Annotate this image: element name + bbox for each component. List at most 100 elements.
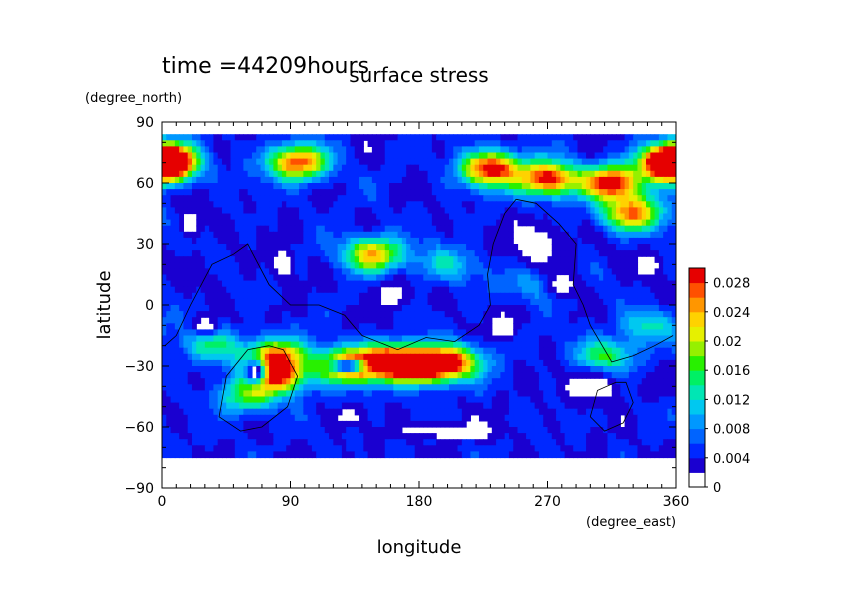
field-cell (646, 280, 651, 288)
field-cell (474, 244, 480, 251)
field-cell (397, 390, 403, 398)
field-cell (556, 152, 561, 160)
field-cell (534, 170, 540, 178)
field-cell (427, 305, 433, 312)
field-cell (581, 183, 587, 190)
field-cell (316, 280, 322, 288)
field-cell (521, 359, 527, 367)
field-cell (517, 268, 523, 276)
field-cell (329, 158, 334, 166)
field-cell (611, 323, 617, 330)
field-cell (551, 378, 557, 385)
field-cell (504, 201, 510, 208)
field-cell (324, 280, 330, 288)
field-cell (620, 164, 626, 172)
field-cell (603, 195, 609, 202)
field-cell (200, 250, 206, 257)
field-cell (316, 329, 322, 337)
field-cell (491, 384, 497, 391)
field-cell (521, 146, 527, 154)
field-cell (483, 256, 489, 263)
field-cell (427, 372, 433, 379)
field-cell (341, 390, 347, 398)
field-cell (367, 176, 373, 184)
field-cell (534, 353, 540, 361)
field-cell (307, 280, 313, 288)
field-cell (624, 237, 630, 245)
field-cell (397, 341, 403, 349)
field-cell (324, 183, 330, 190)
field-cell (290, 341, 296, 349)
field-cell (517, 164, 523, 172)
field-cell (393, 164, 399, 172)
field-cell (166, 231, 172, 239)
field-cell (299, 262, 304, 269)
field-cell (586, 152, 591, 160)
field-cell (191, 292, 197, 300)
field-cell (320, 262, 326, 269)
field-cell (281, 366, 287, 373)
field-cell (547, 146, 553, 154)
field-cell (611, 183, 617, 190)
field-cell (466, 134, 471, 141)
field-cell (346, 305, 352, 312)
field-cell (269, 305, 274, 312)
field-cell (393, 359, 399, 367)
field-cell (179, 372, 185, 379)
field-cell (423, 262, 429, 269)
field-cell (290, 195, 296, 202)
field-cell (611, 384, 617, 391)
field-cell (654, 176, 660, 184)
field-cell (393, 146, 399, 154)
field-cell (543, 268, 549, 276)
field-cell (213, 298, 219, 306)
field-cell (586, 176, 591, 184)
field-cell (487, 146, 493, 154)
field-cell (389, 329, 394, 337)
field-cell (448, 225, 454, 233)
field-cell (586, 170, 591, 178)
field-cell (286, 317, 292, 324)
field-cell (196, 225, 202, 233)
field-cell (667, 353, 673, 361)
field-cell (504, 250, 510, 257)
field-cell (384, 274, 390, 282)
field-cell (243, 195, 249, 202)
field-cell (538, 183, 544, 190)
field-cell (333, 292, 339, 300)
field-cell (196, 164, 202, 172)
field-cell (183, 286, 189, 294)
field-cell (354, 225, 360, 233)
field-cell (170, 280, 176, 288)
field-cell (286, 152, 292, 160)
field-cell (628, 292, 634, 300)
field-cell (243, 305, 249, 312)
field-cell (376, 366, 382, 373)
field-cell (517, 256, 523, 263)
field-cell (311, 201, 317, 208)
field-cell (363, 378, 369, 385)
field-cell (590, 164, 596, 172)
field-cell (213, 164, 219, 172)
field-cell (461, 347, 467, 355)
field-cell (217, 341, 223, 349)
field-cell (260, 323, 266, 330)
field-cell (170, 329, 176, 337)
field-cell (590, 298, 596, 306)
field-cell (277, 390, 283, 398)
field-cell (491, 195, 497, 202)
field-cell (436, 372, 442, 379)
field-cell (419, 347, 424, 355)
field-cell (359, 201, 364, 208)
field-cell (367, 323, 373, 330)
field-cell (658, 152, 664, 160)
field-cell (200, 286, 206, 294)
field-cell (556, 201, 561, 208)
field-cell (273, 286, 279, 294)
field-cell (496, 244, 501, 251)
field-cell (427, 262, 433, 269)
field-cell (500, 140, 506, 147)
field-cell (594, 372, 600, 379)
field-cell (658, 189, 664, 196)
